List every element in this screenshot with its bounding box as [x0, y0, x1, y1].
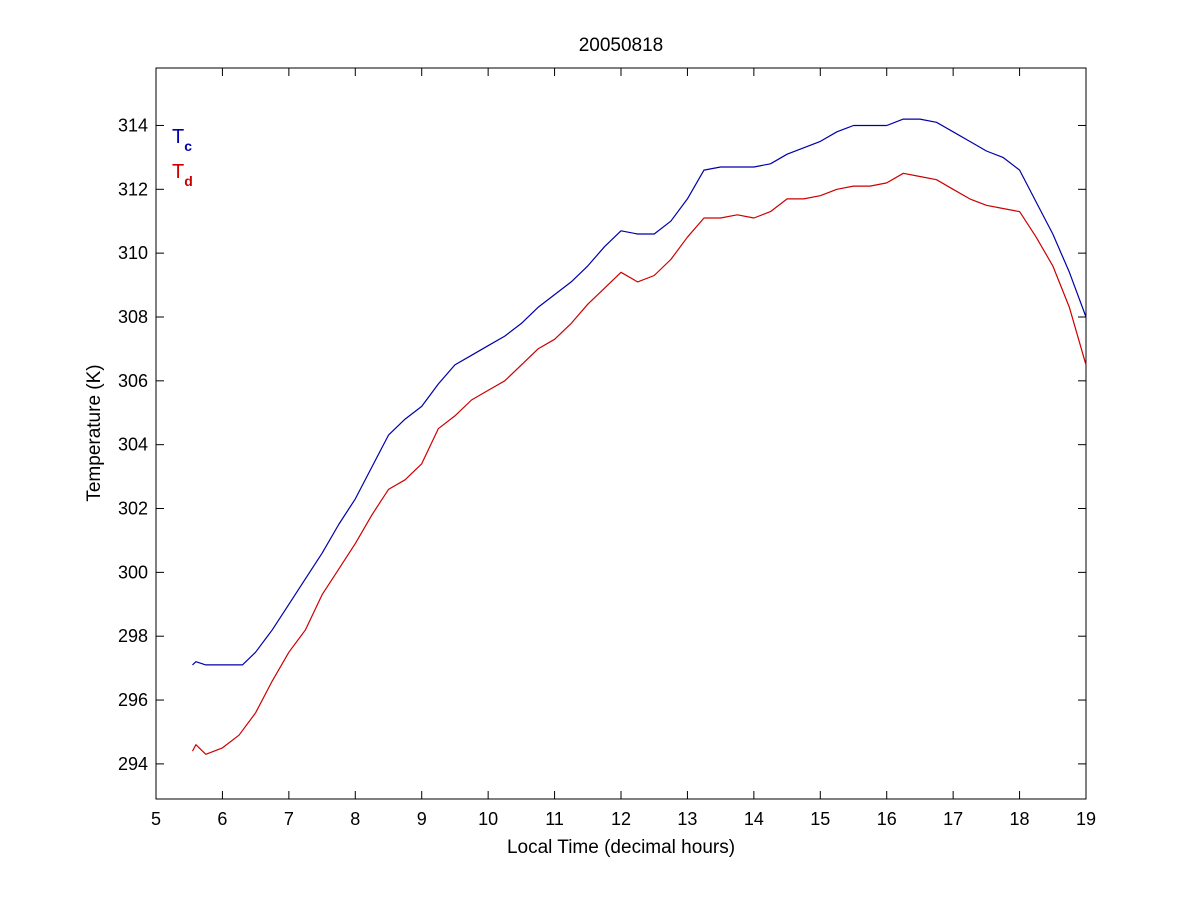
series-line-Tc — [192, 118, 1087, 666]
x-axis-title: Local Time (decimal hours) — [507, 837, 735, 858]
x-tick-label: 15 — [810, 809, 830, 829]
x-tick-label: 11 — [545, 809, 564, 829]
series-line-Td — [191, 172, 1087, 755]
y-axis: 294 296 298 300 302 304 306 308 310 312 314 — [118, 115, 1086, 774]
y-tick-label: 308 — [118, 307, 148, 327]
y-axis-title: Temperature (K) — [84, 364, 105, 501]
x-tick-label: 13 — [677, 809, 697, 829]
legend-subscript: c — [184, 138, 192, 154]
x-tick-label: 9 — [417, 809, 427, 829]
chart-title: 20050818 — [579, 35, 664, 56]
x-tick-label: 12 — [611, 809, 631, 829]
legend-label: T — [172, 126, 184, 148]
y-tick-label: 302 — [118, 499, 148, 519]
y-tick-label: 298 — [118, 626, 148, 646]
legend-entry: Tc — [172, 126, 192, 154]
y-tick-label: 300 — [118, 562, 148, 582]
x-tick-label: 8 — [350, 809, 360, 829]
x-tick-label: 7 — [284, 809, 294, 829]
legend-label: T — [172, 161, 184, 183]
x-tick-label: 10 — [478, 809, 498, 829]
x-tick-label: 6 — [217, 809, 227, 829]
x-tick-label: 16 — [877, 809, 897, 829]
x-tick-label: 5 — [151, 809, 161, 829]
y-tick-label: 310 — [118, 243, 148, 263]
y-tick-label: 304 — [118, 435, 148, 455]
x-tick-label: 19 — [1076, 809, 1096, 829]
y-tick-label: 306 — [118, 371, 148, 391]
x-axis: 5 6 7 8 9 10 11 12 13 14 15 16 17 18 19 — [151, 68, 1096, 829]
y-tick-label: 314 — [118, 115, 148, 135]
plot-area — [155, 67, 1087, 800]
x-tick-label: 17 — [943, 809, 963, 829]
x-tick-label: 14 — [744, 809, 764, 829]
y-tick-label: 312 — [118, 179, 148, 199]
series-layer — [191, 118, 1087, 755]
legend-subscript: d — [184, 173, 193, 189]
legend-entry: Td — [172, 161, 193, 189]
y-tick-label: 296 — [118, 690, 148, 710]
y-tick-label: 294 — [118, 754, 148, 774]
x-tick-label: 18 — [1010, 809, 1030, 829]
